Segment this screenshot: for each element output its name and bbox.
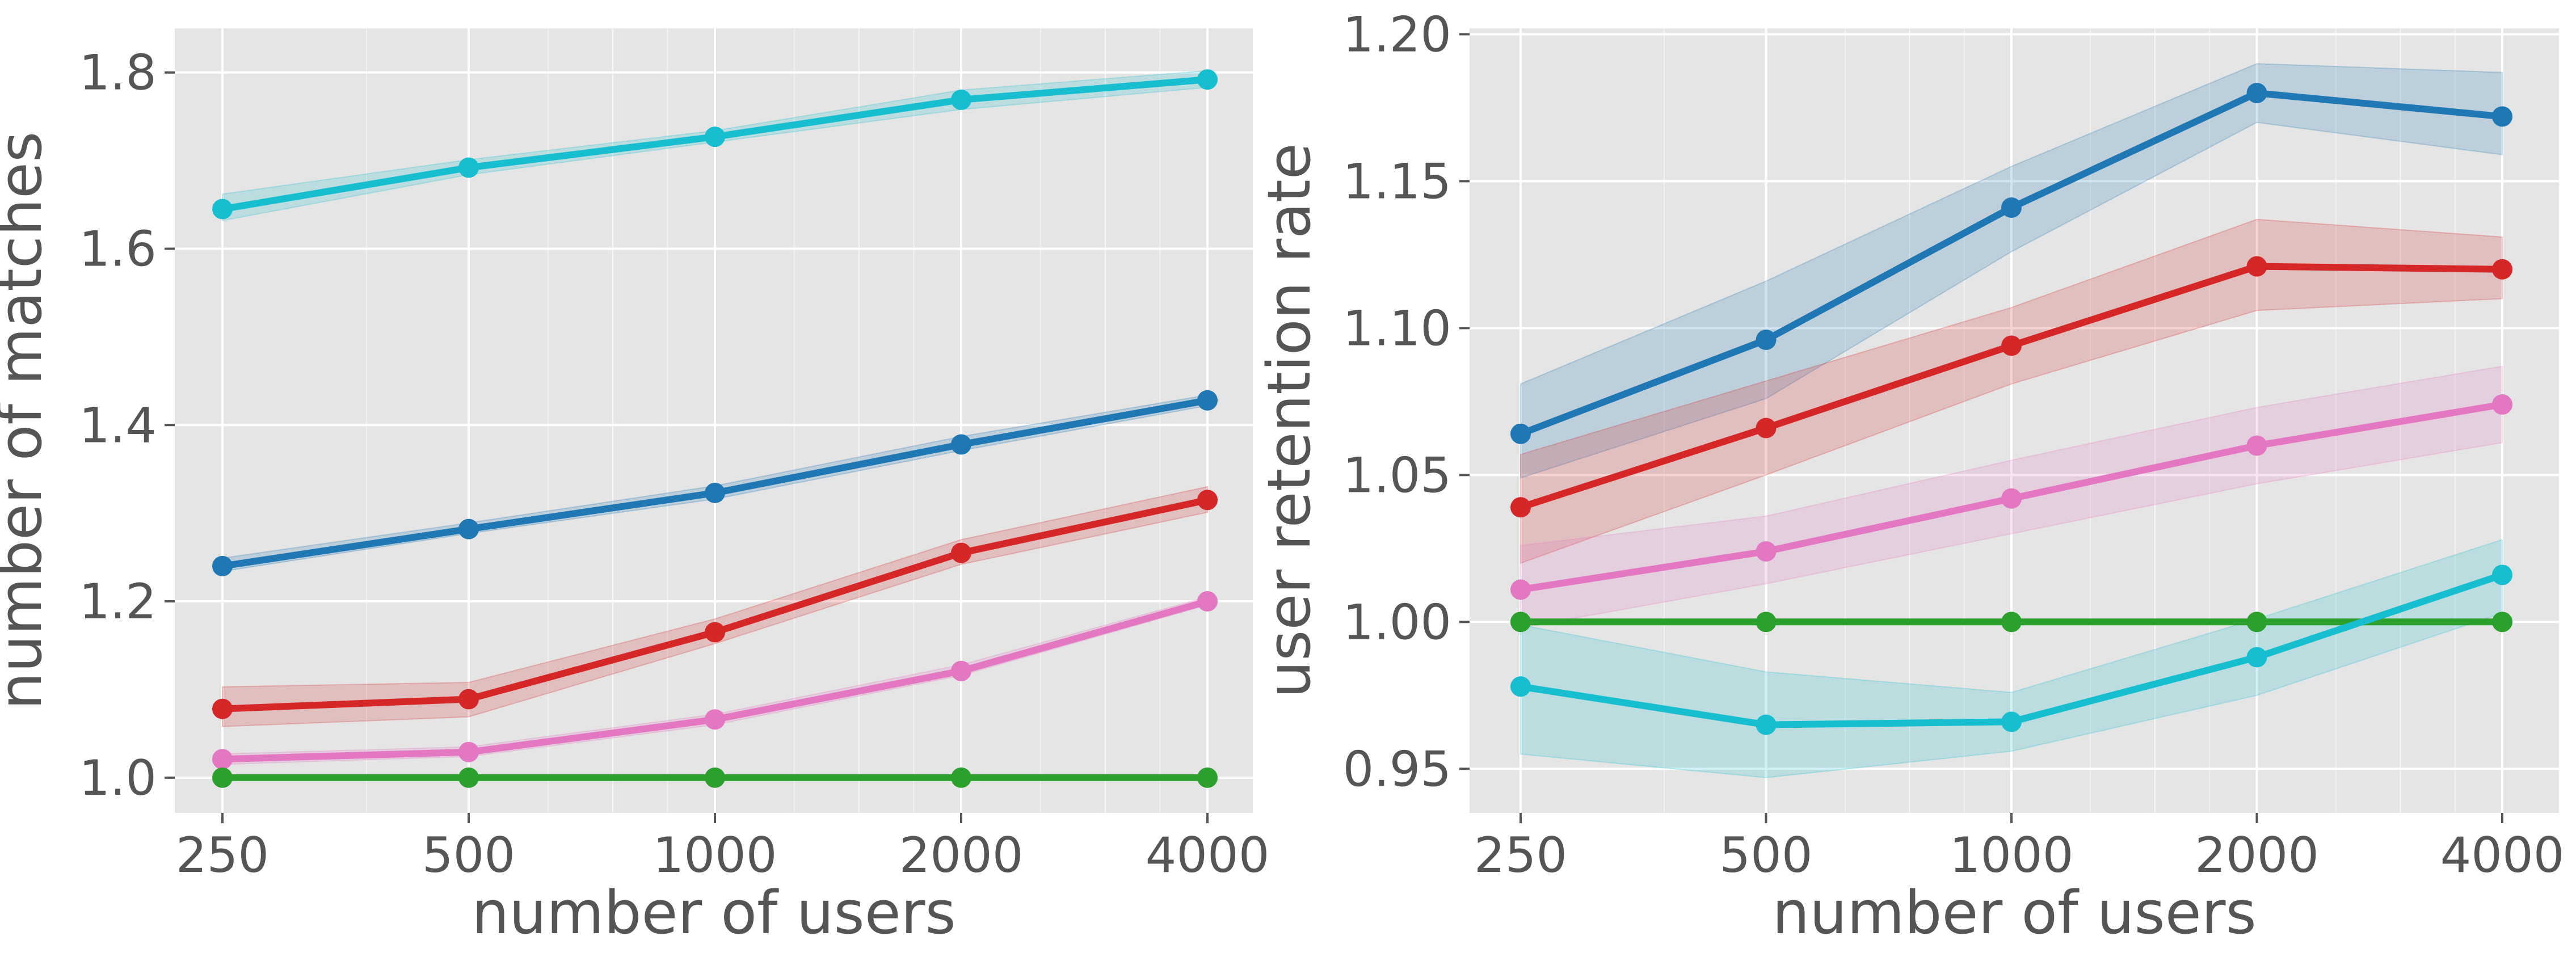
series-2-point [458, 518, 479, 539]
y-tick-label: 1.2 [79, 574, 157, 630]
series-1-point [1197, 69, 1218, 90]
series-2-point [2001, 335, 2022, 356]
series-3-point [212, 698, 233, 719]
series-5-point [705, 767, 725, 788]
y-axis-label: number of matches [0, 132, 55, 710]
series-1-point [2246, 82, 2267, 103]
series-3-point [705, 622, 725, 643]
x-tick-label: 1000 [1950, 827, 2074, 884]
series-2-point [1197, 390, 1218, 411]
series-1-point [1756, 330, 1777, 351]
series-5-point [458, 767, 479, 788]
series-4-point [2001, 612, 2022, 633]
y-tick-label: 1.20 [1343, 6, 1451, 63]
y-axis-label: user retention rate [1255, 143, 1324, 698]
x-tick-label: 500 [422, 827, 515, 884]
series-5-point [2001, 711, 2022, 732]
y-tick-label: 1.15 [1343, 153, 1451, 210]
chart-panel-1: 250 500 1000 2000 4000 1.0 1.2 1.4 1.6 1.8 number … [0, 28, 1407, 947]
series-4-point [1197, 591, 1218, 612]
series-3-point [2001, 488, 2022, 509]
series-5-point [1197, 767, 1218, 788]
series-1-point [212, 199, 233, 220]
series-2-point [2492, 259, 2512, 280]
series-3-point [951, 542, 971, 563]
y-tick-label: 1.00 [1343, 594, 1451, 651]
series-1-point [458, 157, 479, 178]
series-5-point [212, 767, 233, 788]
x-tick-label: 2000 [2195, 827, 2319, 884]
plot-area [1470, 28, 2559, 813]
series-5-point [951, 767, 971, 788]
x-tick-label: 4000 [1146, 827, 1270, 884]
series-1-point [2492, 106, 2512, 127]
y-tick-label: 1.10 [1343, 300, 1451, 357]
series-5-point [1510, 676, 1531, 697]
x-tick-label: 2000 [899, 827, 1024, 884]
series-4-point [458, 741, 479, 762]
y-tick-label: 1.05 [1343, 447, 1451, 504]
series-2-point [1756, 418, 1777, 439]
series-2-point [951, 434, 971, 455]
y-tick-label: 0.95 [1343, 741, 1451, 798]
series-4-point [1510, 612, 1531, 633]
series-1-point [2001, 197, 2022, 218]
y-tick-label: 1.8 [79, 45, 157, 102]
y-tick-label: 1.6 [79, 221, 157, 277]
series-1-point [705, 127, 725, 147]
series-4-point [705, 709, 725, 730]
series-1-band [1520, 63, 2503, 479]
y-tick-label: 1.0 [79, 750, 157, 807]
series-3-point [1756, 541, 1777, 562]
x-axis-label: number of users [1772, 878, 2256, 947]
series-1-point [951, 89, 971, 110]
series-5-point [2246, 647, 2267, 668]
series-4-point [2492, 612, 2512, 633]
x-tick-label: 4000 [2440, 827, 2565, 884]
chart-panel-2: 250 500 1000 2000 4000 0.95 1.00 1.05 1.10 1.15 1.… [1255, 6, 2565, 947]
series-2-point [1510, 497, 1531, 518]
x-tick-label: 250 [1474, 827, 1567, 884]
series-3-point [1197, 490, 1218, 511]
series-2-point [2246, 256, 2267, 277]
y-tick-label: 1.4 [79, 397, 157, 454]
series-3-point [2492, 394, 2512, 415]
series-4-point [951, 660, 971, 681]
series-2-point [705, 482, 725, 503]
x-tick-label: 250 [176, 827, 269, 884]
series-5-point [1756, 714, 1777, 735]
series-3-point [2246, 435, 2267, 456]
series-5-point [2492, 564, 2512, 585]
series-4-point [212, 749, 233, 770]
series-2-band [1520, 218, 2503, 564]
series-3-point [1510, 579, 1531, 600]
series-4-point [2246, 612, 2267, 633]
series-3-point [458, 689, 479, 710]
x-tick-label: 500 [1719, 827, 1812, 884]
series-2-point [212, 555, 233, 576]
series-1-point [1510, 423, 1531, 444]
x-tick-label: 1000 [653, 827, 777, 884]
x-axis-label: number of users [472, 878, 956, 947]
series-4-point [1756, 612, 1777, 633]
